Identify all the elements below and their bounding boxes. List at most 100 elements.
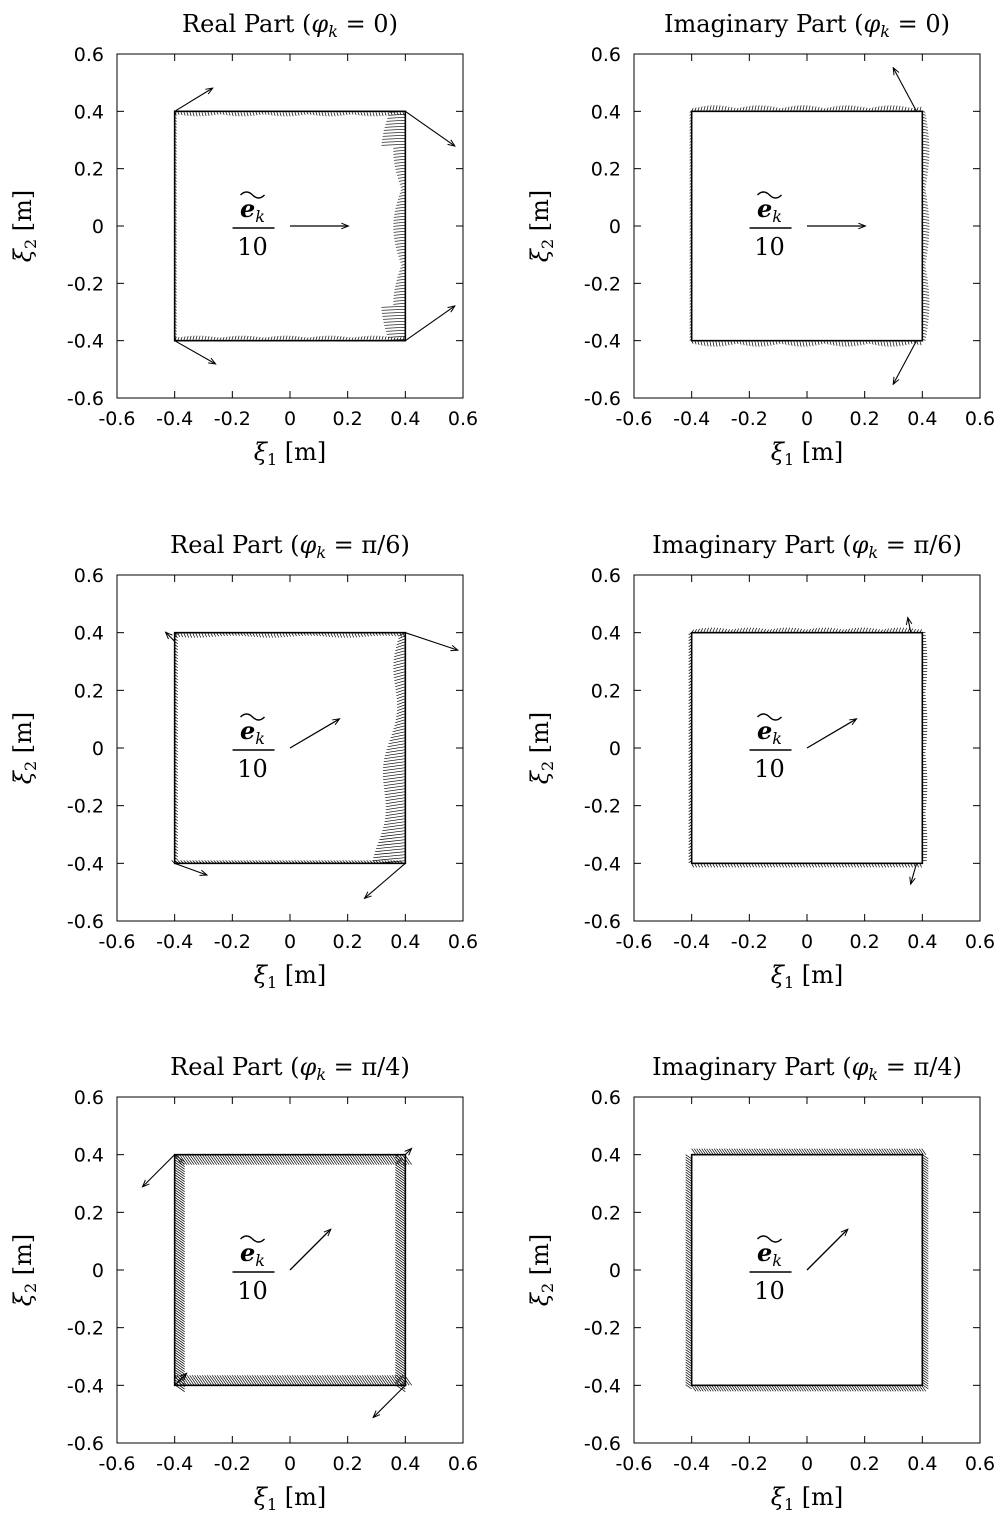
edge-vector [731, 1148, 737, 1155]
edge-vector [174, 1311, 185, 1320]
edge-vector [395, 242, 406, 245]
edge-vector [209, 1375, 217, 1386]
edge-vector [395, 1199, 406, 1207]
edge-vector [225, 111, 228, 116]
edge-vector [174, 839, 178, 842]
edge-vector [395, 1241, 406, 1250]
edge-vector [174, 686, 178, 689]
edge-vector [294, 860, 298, 864]
edge-vector [858, 1385, 864, 1392]
edge-vector [693, 1148, 699, 1155]
edge-vector [237, 632, 240, 636]
edge-vector [174, 806, 178, 809]
edge-vector [751, 105, 754, 112]
edge-vector [799, 628, 802, 633]
edge-vector [718, 1148, 724, 1155]
boundary-square [690, 110, 924, 342]
edge-vector [688, 797, 692, 800]
edge-vector [345, 111, 348, 116]
edge-vector [922, 275, 928, 278]
edge-vector [395, 1181, 406, 1190]
edge-vector [728, 1148, 734, 1155]
edge-vector [862, 863, 865, 868]
edge-vector [685, 1269, 692, 1275]
title-sub: k [316, 543, 326, 562]
edge-vector [781, 863, 784, 868]
x-tick-label: -0.4 [156, 931, 193, 953]
edge-vector [739, 863, 742, 868]
edge-vector [708, 1385, 714, 1392]
edge-vector [315, 632, 318, 637]
edge-vector [922, 1319, 929, 1325]
edge-vector [763, 1385, 769, 1392]
edge-vector [174, 276, 177, 278]
edge-vector [312, 336, 315, 341]
edge-vector [743, 1148, 749, 1155]
edge-vector [841, 1148, 847, 1155]
edge-vector [696, 1385, 702, 1392]
edge-vector [823, 863, 826, 868]
edge-vector [309, 860, 313, 864]
edge-vector [736, 863, 739, 868]
edge-vector [306, 1375, 315, 1386]
edge-vector [711, 1385, 717, 1392]
edge-vector [384, 788, 406, 793]
edge-vector [688, 641, 692, 644]
edge-vector [395, 167, 406, 170]
edge-vector [922, 1366, 929, 1372]
edge-vector [201, 860, 205, 864]
edge-vector [174, 734, 178, 737]
edge-vector [685, 1199, 692, 1205]
edge-vector [395, 1366, 406, 1375]
edge-vector [689, 300, 692, 302]
edge-vector [395, 1314, 406, 1322]
edge-vector [395, 1369, 406, 1377]
edge-vector [174, 674, 178, 677]
x-tick-label: -0.4 [156, 408, 193, 430]
edge-vector [865, 863, 868, 868]
edge-vector [880, 105, 883, 112]
edge-vector [730, 340, 733, 345]
edge-vector [174, 809, 178, 812]
edge-vector [803, 1385, 809, 1392]
x-axis-subscript: 1 [267, 450, 277, 469]
edge-vector [688, 791, 692, 794]
edge-vector [883, 628, 886, 633]
edge-vector [219, 860, 223, 864]
edge-vector [758, 1148, 764, 1155]
edge-vector [395, 1289, 406, 1297]
edge-vector [868, 1385, 874, 1392]
edge-vector [174, 701, 178, 704]
edge-vector [329, 1375, 337, 1386]
edge-vector [324, 860, 328, 864]
edge-vector [922, 1364, 929, 1370]
edge-vector [243, 632, 246, 637]
edge-vector [249, 1154, 257, 1165]
chart-title: Imaginary Part (φk = π/4) [652, 1053, 962, 1084]
edge-vector [878, 1148, 884, 1155]
edge-vector [688, 692, 692, 695]
edge-vector [174, 1361, 185, 1370]
edge-vector [907, 340, 910, 345]
edge-vector [174, 1231, 185, 1240]
edge-vector [395, 1311, 406, 1320]
edge-vector [823, 340, 826, 344]
edge-vector [376, 1375, 385, 1386]
x-tick-label: 0 [801, 931, 813, 953]
edge-vector [776, 1148, 782, 1155]
edge-vector [234, 1154, 242, 1165]
edge-vector [876, 1148, 882, 1155]
edge-vector [688, 794, 692, 797]
edge-vector [688, 734, 692, 737]
y-axis-symbol: ξ [526, 769, 554, 784]
edge-vector [174, 315, 177, 317]
edge-vector [357, 860, 361, 864]
annotation-denominator: 10 [237, 233, 268, 261]
x-axis-symbol: ξ [254, 961, 269, 989]
edge-vector [688, 836, 692, 839]
edge-vector [404, 1375, 412, 1386]
edge-vector [384, 111, 387, 116]
edge-vector [922, 335, 927, 338]
edge-vector [922, 248, 928, 251]
edge-vector [189, 632, 192, 638]
